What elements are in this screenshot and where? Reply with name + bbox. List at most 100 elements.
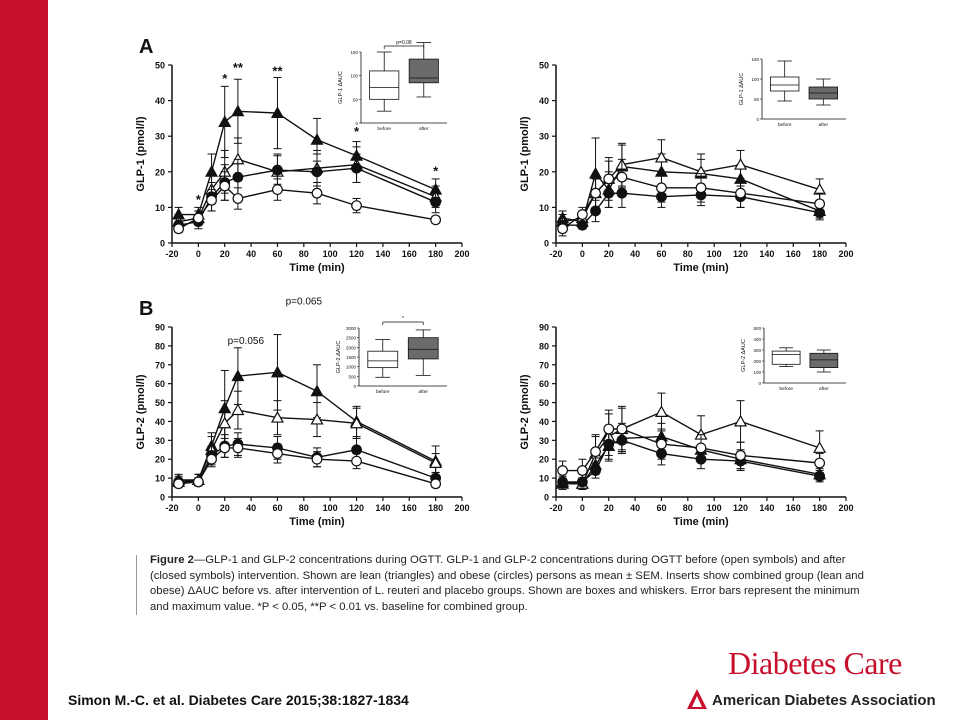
significance-annotation: p=0.056 xyxy=(228,336,265,347)
x-tick-label: 140 xyxy=(375,249,390,259)
caption-rule xyxy=(136,555,137,615)
y-tick-label: 10 xyxy=(539,203,549,213)
figure-caption: Figure 2—GLP-1 and GLP-2 concentrations … xyxy=(150,553,870,615)
inset-box-before xyxy=(367,350,399,369)
y-tick-label: 10 xyxy=(539,474,549,484)
y-tick-label: 20 xyxy=(155,167,165,177)
x-tick-label: -20 xyxy=(549,503,562,513)
data-point-triangle-open xyxy=(654,150,668,163)
y-tick-label: 70 xyxy=(539,360,549,370)
inset-y-tick-label: 500 xyxy=(348,374,356,379)
data-point-triangle-open xyxy=(429,456,443,468)
inset-category-label: before xyxy=(376,389,390,395)
data-point-triangle-closed xyxy=(589,166,603,179)
x-tick-label: 0 xyxy=(580,503,585,513)
y-tick-label: 0 xyxy=(544,493,549,503)
y-tick-label: 30 xyxy=(155,132,165,142)
inset-y-tick-label: 2500 xyxy=(346,336,357,341)
x-tick-label: 160 xyxy=(786,503,801,513)
journal-logo: Diabetes Care xyxy=(728,645,902,681)
inset-box-before xyxy=(770,76,800,92)
caption-text: —GLP-1 and GLP-2 concentrations during O… xyxy=(150,554,864,613)
inset-y-tick-label: 100 xyxy=(753,370,761,375)
data-point-circle-open xyxy=(219,442,231,454)
data-point-circle-open xyxy=(735,187,746,199)
x-tick-label: 40 xyxy=(246,249,256,259)
significance-annotation: * xyxy=(354,124,360,139)
x-tick-label: 40 xyxy=(630,503,640,513)
panel-a-label: A xyxy=(139,36,154,58)
y-tick-label: 20 xyxy=(155,455,165,465)
data-point-circle-open xyxy=(272,448,283,459)
data-point-circle-open xyxy=(272,184,283,196)
data-point-circle-open xyxy=(232,193,244,204)
y-axis-label: GLP-1 (pmol/l) xyxy=(135,116,147,192)
data-point-circle-open xyxy=(351,455,362,467)
y-tick-label: 50 xyxy=(539,398,549,408)
inset-y-tick-label: 3000 xyxy=(346,326,357,331)
data-point-triangle-closed xyxy=(231,104,245,117)
y-tick-label: 30 xyxy=(155,436,165,446)
data-point-triangle-open xyxy=(218,416,232,429)
x-tick-label: 60 xyxy=(272,503,282,513)
significance-annotation: p=0.065 xyxy=(286,296,323,307)
data-point-circle-open xyxy=(351,200,362,212)
data-point-triangle-closed xyxy=(310,133,324,145)
y-axis-label: GLP-2 (pmol/l) xyxy=(519,374,531,450)
x-tick-label: 20 xyxy=(604,249,614,259)
ada-triangle-icon xyxy=(687,689,707,709)
data-point-circle-closed xyxy=(272,164,283,176)
inset-y-tick-label: 0 xyxy=(355,121,358,126)
inset-category-label: before xyxy=(377,126,391,132)
data-point-circle-open xyxy=(695,182,707,194)
y-tick-label: 40 xyxy=(155,417,165,427)
x-tick-label: 120 xyxy=(733,503,748,513)
y-tick-label: 40 xyxy=(155,96,165,106)
significance-annotation: * xyxy=(433,163,439,178)
y-tick-label: 50 xyxy=(155,61,165,71)
y-axis-label: GLP-1 (pmol/l) xyxy=(519,116,531,192)
citation: Simon M.-C. et al. Diabetes Care 2015;38… xyxy=(68,692,409,708)
data-point-circle-closed xyxy=(430,196,442,208)
series-line xyxy=(562,165,820,223)
inset-category-label: after xyxy=(418,389,428,395)
inset-y-tick-label: 1500 xyxy=(346,355,357,360)
data-point-circle-open xyxy=(695,442,707,454)
x-tick-label: 80 xyxy=(683,503,693,513)
y-tick-label: 50 xyxy=(539,61,549,71)
x-tick-label: 120 xyxy=(349,249,364,259)
inset-category-label: after xyxy=(819,386,829,392)
data-point-circle-open xyxy=(192,212,204,224)
data-point-circle-open xyxy=(311,187,323,199)
data-point-triangle-open xyxy=(231,403,245,416)
inset-y-tick-label: 500 xyxy=(753,326,761,331)
inset-y-tick-label: 0 xyxy=(353,384,356,389)
x-axis-label: Time (min) xyxy=(673,516,729,528)
panel-b-label: B xyxy=(139,298,154,320)
data-point-circle-open xyxy=(430,478,442,490)
x-tick-label: 100 xyxy=(323,503,338,513)
data-point-circle-open xyxy=(173,478,184,490)
inset-y-tick-label: 100 xyxy=(350,74,358,79)
y-tick-label: 0 xyxy=(160,239,165,249)
inset-y-tick-label: 100 xyxy=(751,77,759,82)
data-point-circle-open xyxy=(656,438,667,450)
inset-y-tick-label: 400 xyxy=(753,337,761,342)
x-axis-label: Time (min) xyxy=(673,262,729,274)
data-point-circle-open xyxy=(232,442,244,454)
data-point-circle-open xyxy=(576,465,588,476)
x-tick-label: 180 xyxy=(812,503,827,513)
inset-box-before xyxy=(771,350,801,365)
x-tick-label: 100 xyxy=(707,249,722,259)
data-point-circle-open xyxy=(576,209,588,220)
x-tick-label: -20 xyxy=(165,503,178,513)
x-axis-label: Time (min) xyxy=(289,516,345,528)
x-tick-label: 60 xyxy=(656,249,666,259)
series-line xyxy=(178,409,436,483)
data-point-circle-open xyxy=(192,476,204,488)
series-line xyxy=(562,156,820,223)
data-point-circle-open xyxy=(219,180,231,192)
caption-figure-number: Figure 2 xyxy=(150,554,194,566)
inset-category-label: after xyxy=(819,122,829,128)
data-point-circle-open xyxy=(603,423,615,435)
